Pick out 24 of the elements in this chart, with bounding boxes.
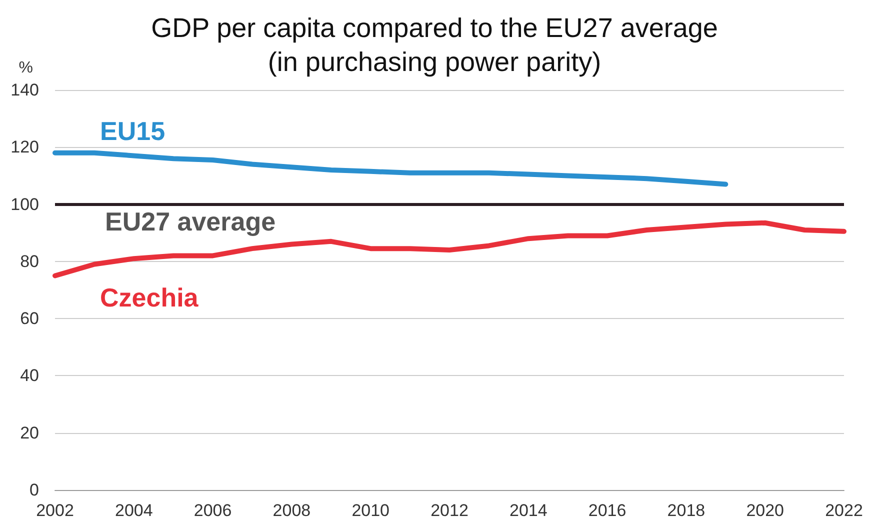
x-tick-label: 2012 [430, 501, 468, 520]
x-tick-label: 2008 [272, 501, 311, 520]
x-tick-label: 2022 [825, 501, 863, 520]
y-tick-label: 80 [20, 252, 39, 271]
chart-title: GDP per capita compared to the EU27 average (in purchasing power parity) [151, 13, 718, 77]
x-tick-label: 2020 [746, 501, 784, 520]
x-tick-label: 2006 [194, 501, 232, 520]
y-axis-title: % [18, 60, 33, 76]
y-tick-label: 20 [20, 423, 39, 442]
x-tick-label: 2014 [509, 501, 548, 520]
y-tick-label: 40 [20, 366, 39, 386]
y-tick-label: 120 [10, 138, 39, 157]
x-tick-label: 2002 [36, 501, 74, 520]
x-tick-label: 2016 [588, 501, 626, 520]
y-tick-label: 100 [10, 194, 39, 214]
x-tick-label: 2018 [667, 501, 706, 520]
y-tick-label: 140 [10, 80, 39, 100]
series-label: EU15 [100, 116, 166, 146]
x-tick-label: 2004 [114, 501, 153, 520]
x-tick-label: 2010 [352, 501, 390, 520]
y-tick-label: 60 [20, 309, 39, 328]
y-tick-label: 0 [30, 480, 39, 500]
ref-line-label: EU27 average [105, 206, 276, 236]
series-label: Czechia [100, 282, 199, 313]
